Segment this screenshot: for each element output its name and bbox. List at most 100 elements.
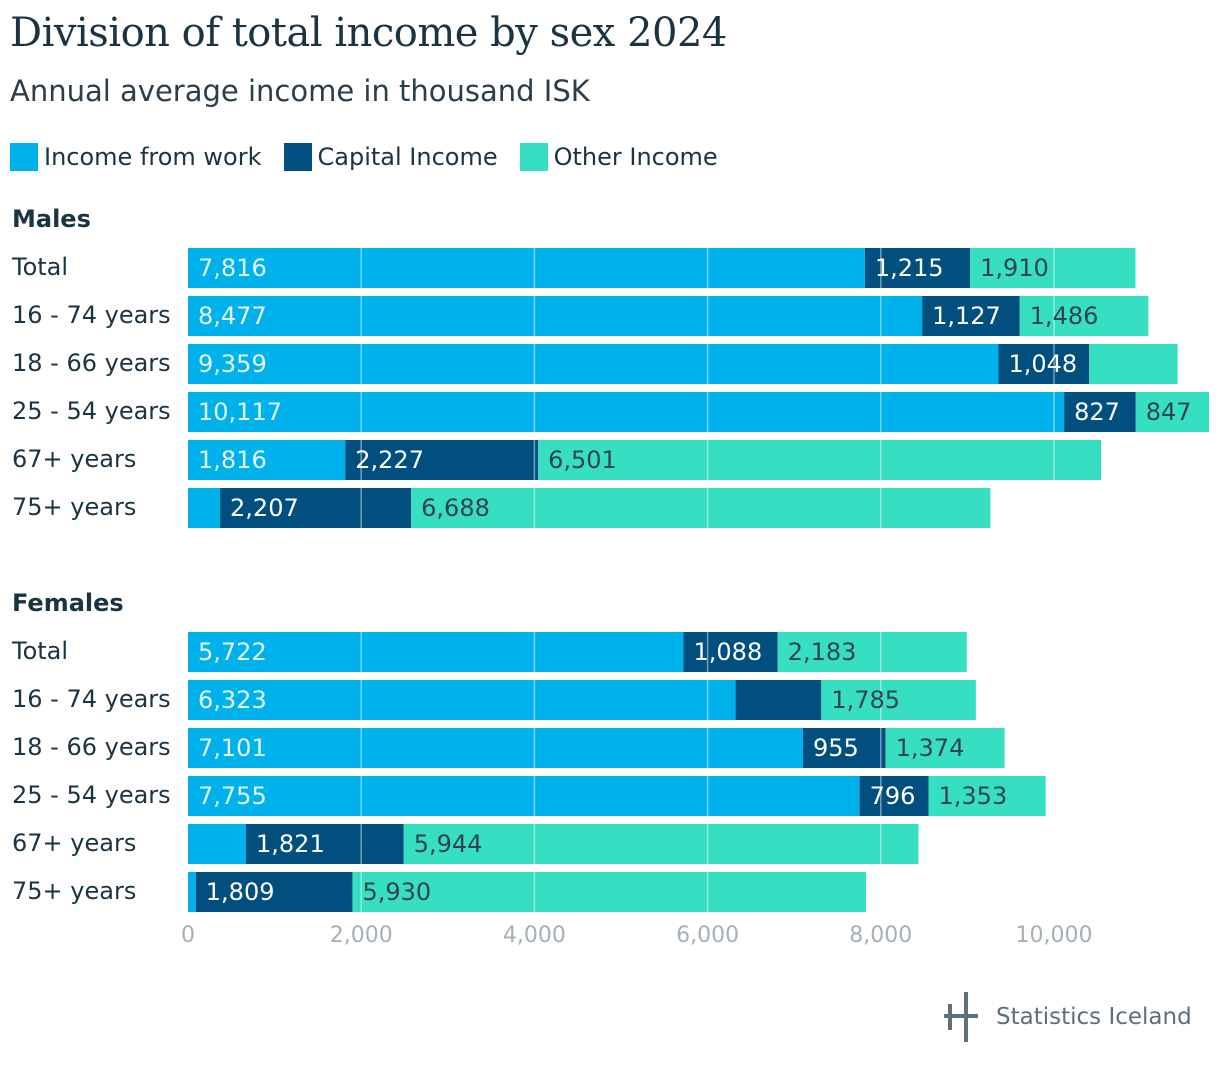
category-label: 18 - 66 years: [12, 349, 171, 377]
bar-segment-capital-income[interactable]: [998, 344, 1090, 384]
data-label: 2,227: [355, 446, 424, 474]
source-logo-text: Statistics Iceland: [996, 1004, 1192, 1030]
category-label: Total: [11, 253, 68, 281]
data-label: 1,486: [1030, 302, 1099, 330]
bar-segment-income-from-work[interactable]: [188, 728, 803, 768]
legend-swatch-income-from-work: [10, 143, 38, 171]
legend-label: Other Income: [553, 143, 718, 171]
bar-segment-other-income[interactable]: [352, 872, 866, 912]
data-label: 1,127: [932, 302, 1001, 330]
data-label: 796: [870, 782, 916, 810]
bar-segment-capital-income[interactable]: [802, 728, 886, 768]
bar-segment-other-income[interactable]: [411, 488, 991, 528]
bar-segment-other-income[interactable]: [1135, 392, 1210, 432]
bar-segment-other-income[interactable]: [538, 440, 1102, 480]
data-label: 7,816: [198, 254, 267, 282]
x-tick-label: 8,000: [849, 923, 912, 948]
legend-label: Capital Income: [317, 143, 498, 171]
category-label: 18 - 66 years: [12, 733, 171, 761]
category-label: 16 - 74 years: [12, 301, 171, 329]
data-label: 6,323: [198, 686, 267, 714]
data-label: 10,117: [198, 398, 282, 426]
data-label: 1,088: [694, 638, 763, 666]
bar-segment-capital-income[interactable]: [922, 296, 1020, 336]
x-tick-label: 4,000: [503, 923, 566, 948]
bar-segment-capital-income[interactable]: [345, 440, 539, 480]
group-label-males: Males: [12, 205, 91, 233]
data-label: 8,477: [198, 302, 267, 330]
legend-item-capital-income[interactable]: Capital Income: [283, 143, 498, 171]
data-label: 1,374: [896, 734, 965, 762]
legend-item-income-from-work[interactable]: Income from work: [10, 143, 262, 171]
bar-segment-other-income[interactable]: [885, 728, 1005, 768]
bar-segment-income-from-work[interactable]: [188, 872, 196, 912]
chart-legend: Income from work Capital Income Other In…: [10, 142, 740, 172]
data-label: 1,785: [831, 686, 900, 714]
data-label: 7,101: [198, 734, 267, 762]
bar-segment-other-income[interactable]: [928, 776, 1046, 816]
bar-segment-capital-income[interactable]: [195, 872, 353, 912]
bar-segment-income-from-work[interactable]: [188, 632, 684, 672]
category-label: Total: [11, 637, 68, 665]
legend-swatch-other-income: [519, 143, 548, 171]
bar-segment-income-from-work[interactable]: [188, 440, 346, 480]
category-label: 75+ years: [12, 493, 136, 521]
data-label: 1,353: [939, 782, 1008, 810]
data-label: 9,359: [198, 350, 267, 378]
x-tick-label: 10,000: [1016, 923, 1093, 948]
data-label: 827: [1074, 398, 1120, 426]
stacked-bar-chart: Males Total 16 - 74 years 18 - 66 years 25 -…: [11, 205, 1210, 948]
group-label-females: Females: [12, 589, 124, 617]
bar-segment-income-from-work[interactable]: [188, 296, 923, 336]
bar-segment-capital-income[interactable]: [864, 248, 971, 288]
bar-segment-capital-income[interactable]: [859, 776, 929, 816]
data-label: 5,930: [362, 878, 431, 906]
bar-segment-other-income[interactable]: [777, 632, 967, 672]
data-label: 955: [813, 734, 859, 762]
x-tick-label: 2,000: [330, 923, 393, 948]
legend-item-other-income[interactable]: Other Income: [519, 143, 718, 171]
data-label: 1,816: [198, 446, 267, 474]
chart-title: Division of total income by sex 2024: [10, 10, 727, 56]
bar-segment-other-income[interactable]: [1089, 344, 1178, 384]
source-logo: Statistics Iceland: [944, 992, 1192, 1042]
data-label: 7,755: [198, 782, 267, 810]
category-label: 25 - 54 years: [12, 781, 171, 809]
category-label: 75+ years: [12, 877, 136, 905]
bar-segment-other-income[interactable]: [1019, 296, 1149, 336]
bar-segment-capital-income[interactable]: [220, 488, 412, 528]
category-label: 25 - 54 years: [12, 397, 171, 425]
legend-label: Income from work: [44, 143, 262, 171]
data-label: 5,944: [414, 830, 483, 858]
x-tick-label: 0: [181, 923, 195, 948]
bar-segment-other-income[interactable]: [970, 248, 1136, 288]
data-label: 847: [1146, 398, 1192, 426]
bar-segment-income-from-work[interactable]: [188, 248, 865, 288]
bar-segment-other-income[interactable]: [821, 680, 976, 720]
bar-segment-capital-income[interactable]: [735, 680, 822, 720]
x-tick-label: 6,000: [676, 923, 739, 948]
bar-segment-capital-income[interactable]: [246, 824, 404, 864]
data-label: 6,501: [548, 446, 617, 474]
bar-segment-income-from-work[interactable]: [188, 392, 1065, 432]
category-label: 67+ years: [12, 829, 136, 857]
bar-segment-capital-income[interactable]: [683, 632, 778, 672]
chart-subtitle: Annual average income in thousand ISK: [10, 74, 590, 108]
bar-segment-income-from-work[interactable]: [188, 824, 247, 864]
data-label: 6,688: [421, 494, 490, 522]
data-label: 2,207: [230, 494, 299, 522]
legend-swatch-capital-income: [283, 143, 312, 171]
data-label: 1,048: [1008, 350, 1077, 378]
data-label: 1,821: [256, 830, 325, 858]
category-label: 16 - 74 years: [12, 685, 171, 713]
statistics-iceland-logo-icon: [944, 992, 978, 1042]
bar-segment-income-from-work[interactable]: [188, 344, 999, 384]
bar-segment-income-from-work[interactable]: [188, 776, 860, 816]
category-label: 67+ years: [12, 445, 136, 473]
bar-segment-capital-income[interactable]: [1064, 392, 1136, 432]
data-label: 2,183: [788, 638, 857, 666]
bar-segment-income-from-work[interactable]: [188, 680, 736, 720]
data-label: 5,722: [198, 638, 267, 666]
bar-segment-other-income[interactable]: [403, 824, 919, 864]
bar-segment-income-from-work[interactable]: [188, 488, 221, 528]
